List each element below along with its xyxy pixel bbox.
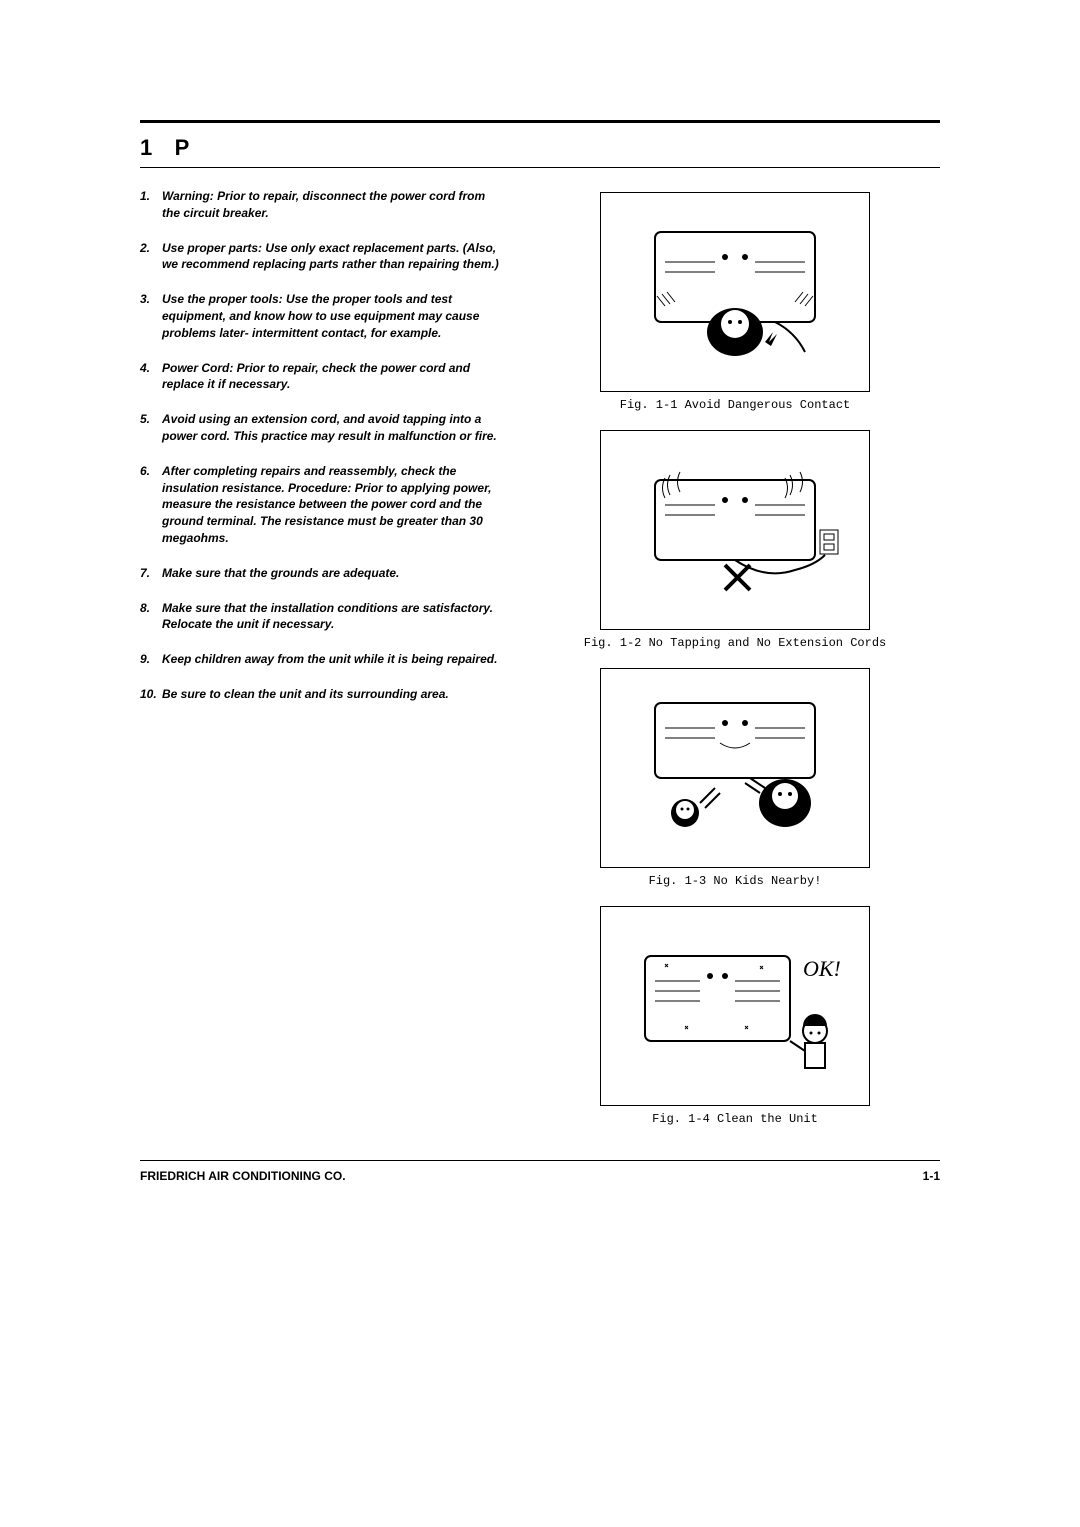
list-item: 5. Avoid using an extension cord, and av… — [140, 411, 500, 445]
item-number: 4. — [140, 360, 162, 394]
list-item: 1. Warning: Prior to repair, disconnect … — [140, 188, 500, 222]
item-number: 9. — [140, 651, 162, 668]
item-number: 1. — [140, 188, 162, 222]
figure-caption: Fig. 1-2 No Tapping and No Extension Cor… — [584, 636, 886, 650]
figure-1-4: OK! — [600, 906, 870, 1106]
item-text: Avoid using an extension cord, and avoid… — [162, 411, 500, 445]
precautions-list: 1. Warning: Prior to repair, disconnect … — [140, 188, 500, 703]
list-item: 7. Make sure that the grounds are adequa… — [140, 565, 500, 582]
item-text: Use proper parts: Use only exact replace… — [162, 240, 500, 274]
footer-page-number: 1-1 — [923, 1169, 940, 1183]
list-item: 3. Use the proper tools: Use the proper … — [140, 291, 500, 341]
item-number: 8. — [140, 600, 162, 634]
footer-company: FRIEDRICH AIR CONDITIONING CO. — [140, 1169, 346, 1183]
no-kids-illustration — [625, 688, 845, 848]
item-text: Use the proper tools: Use the proper too… — [162, 291, 500, 341]
no-extension-illustration — [625, 450, 845, 610]
right-column: Fig. 1-1 Avoid Dangerous Contact — [530, 188, 940, 1140]
danger-contact-illustration — [625, 212, 845, 372]
item-number: 6. — [140, 463, 162, 547]
item-text: Keep children away from the unit while i… — [162, 651, 500, 668]
top-rule — [140, 120, 940, 123]
clean-unit-illustration: OK! — [625, 926, 845, 1086]
item-text: Make sure that the grounds are adequate. — [162, 565, 500, 582]
figure-caption: Fig. 1-4 Clean the Unit — [652, 1112, 818, 1126]
item-number: 10. — [140, 686, 162, 703]
item-number: 7. — [140, 565, 162, 582]
page: 1 P 1. Warning: Prior to repair, disconn… — [0, 0, 1080, 1243]
heading-rule — [140, 167, 940, 168]
item-number: 5. — [140, 411, 162, 445]
item-text: Make sure that the installation conditio… — [162, 600, 500, 634]
section-heading: 1 P — [140, 131, 940, 165]
item-number: 2. — [140, 240, 162, 274]
list-item: 4. Power Cord: Prior to repair, check th… — [140, 360, 500, 394]
item-text: After completing repairs and reassembly,… — [162, 463, 500, 547]
heading-number: 1 — [140, 135, 153, 160]
item-text: Be sure to clean the unit and its surrou… — [162, 686, 500, 703]
figure-1-2 — [600, 430, 870, 630]
figure-1-1 — [600, 192, 870, 392]
svg-text:OK!: OK! — [803, 956, 841, 981]
item-number: 3. — [140, 291, 162, 341]
list-item: 2. Use proper parts: Use only exact repl… — [140, 240, 500, 274]
list-item: 9. Keep children away from the unit whil… — [140, 651, 500, 668]
footer-rule — [140, 1160, 940, 1161]
heading-letter: P — [175, 135, 191, 160]
item-text: Warning: Prior to repair, disconnect the… — [162, 188, 500, 222]
content-columns: 1. Warning: Prior to repair, disconnect … — [140, 188, 940, 1140]
figure-1-3 — [600, 668, 870, 868]
item-text: Power Cord: Prior to repair, check the p… — [162, 360, 500, 394]
left-column: 1. Warning: Prior to repair, disconnect … — [140, 188, 500, 1140]
list-item: 6. After completing repairs and reassemb… — [140, 463, 500, 547]
figure-caption: Fig. 1-1 Avoid Dangerous Contact — [620, 398, 850, 412]
list-item: 8. Make sure that the installation condi… — [140, 600, 500, 634]
list-item: 10. Be sure to clean the unit and its su… — [140, 686, 500, 703]
figure-caption: Fig. 1-3 No Kids Nearby! — [649, 874, 822, 888]
page-footer: FRIEDRICH AIR CONDITIONING CO. 1-1 — [140, 1169, 940, 1183]
